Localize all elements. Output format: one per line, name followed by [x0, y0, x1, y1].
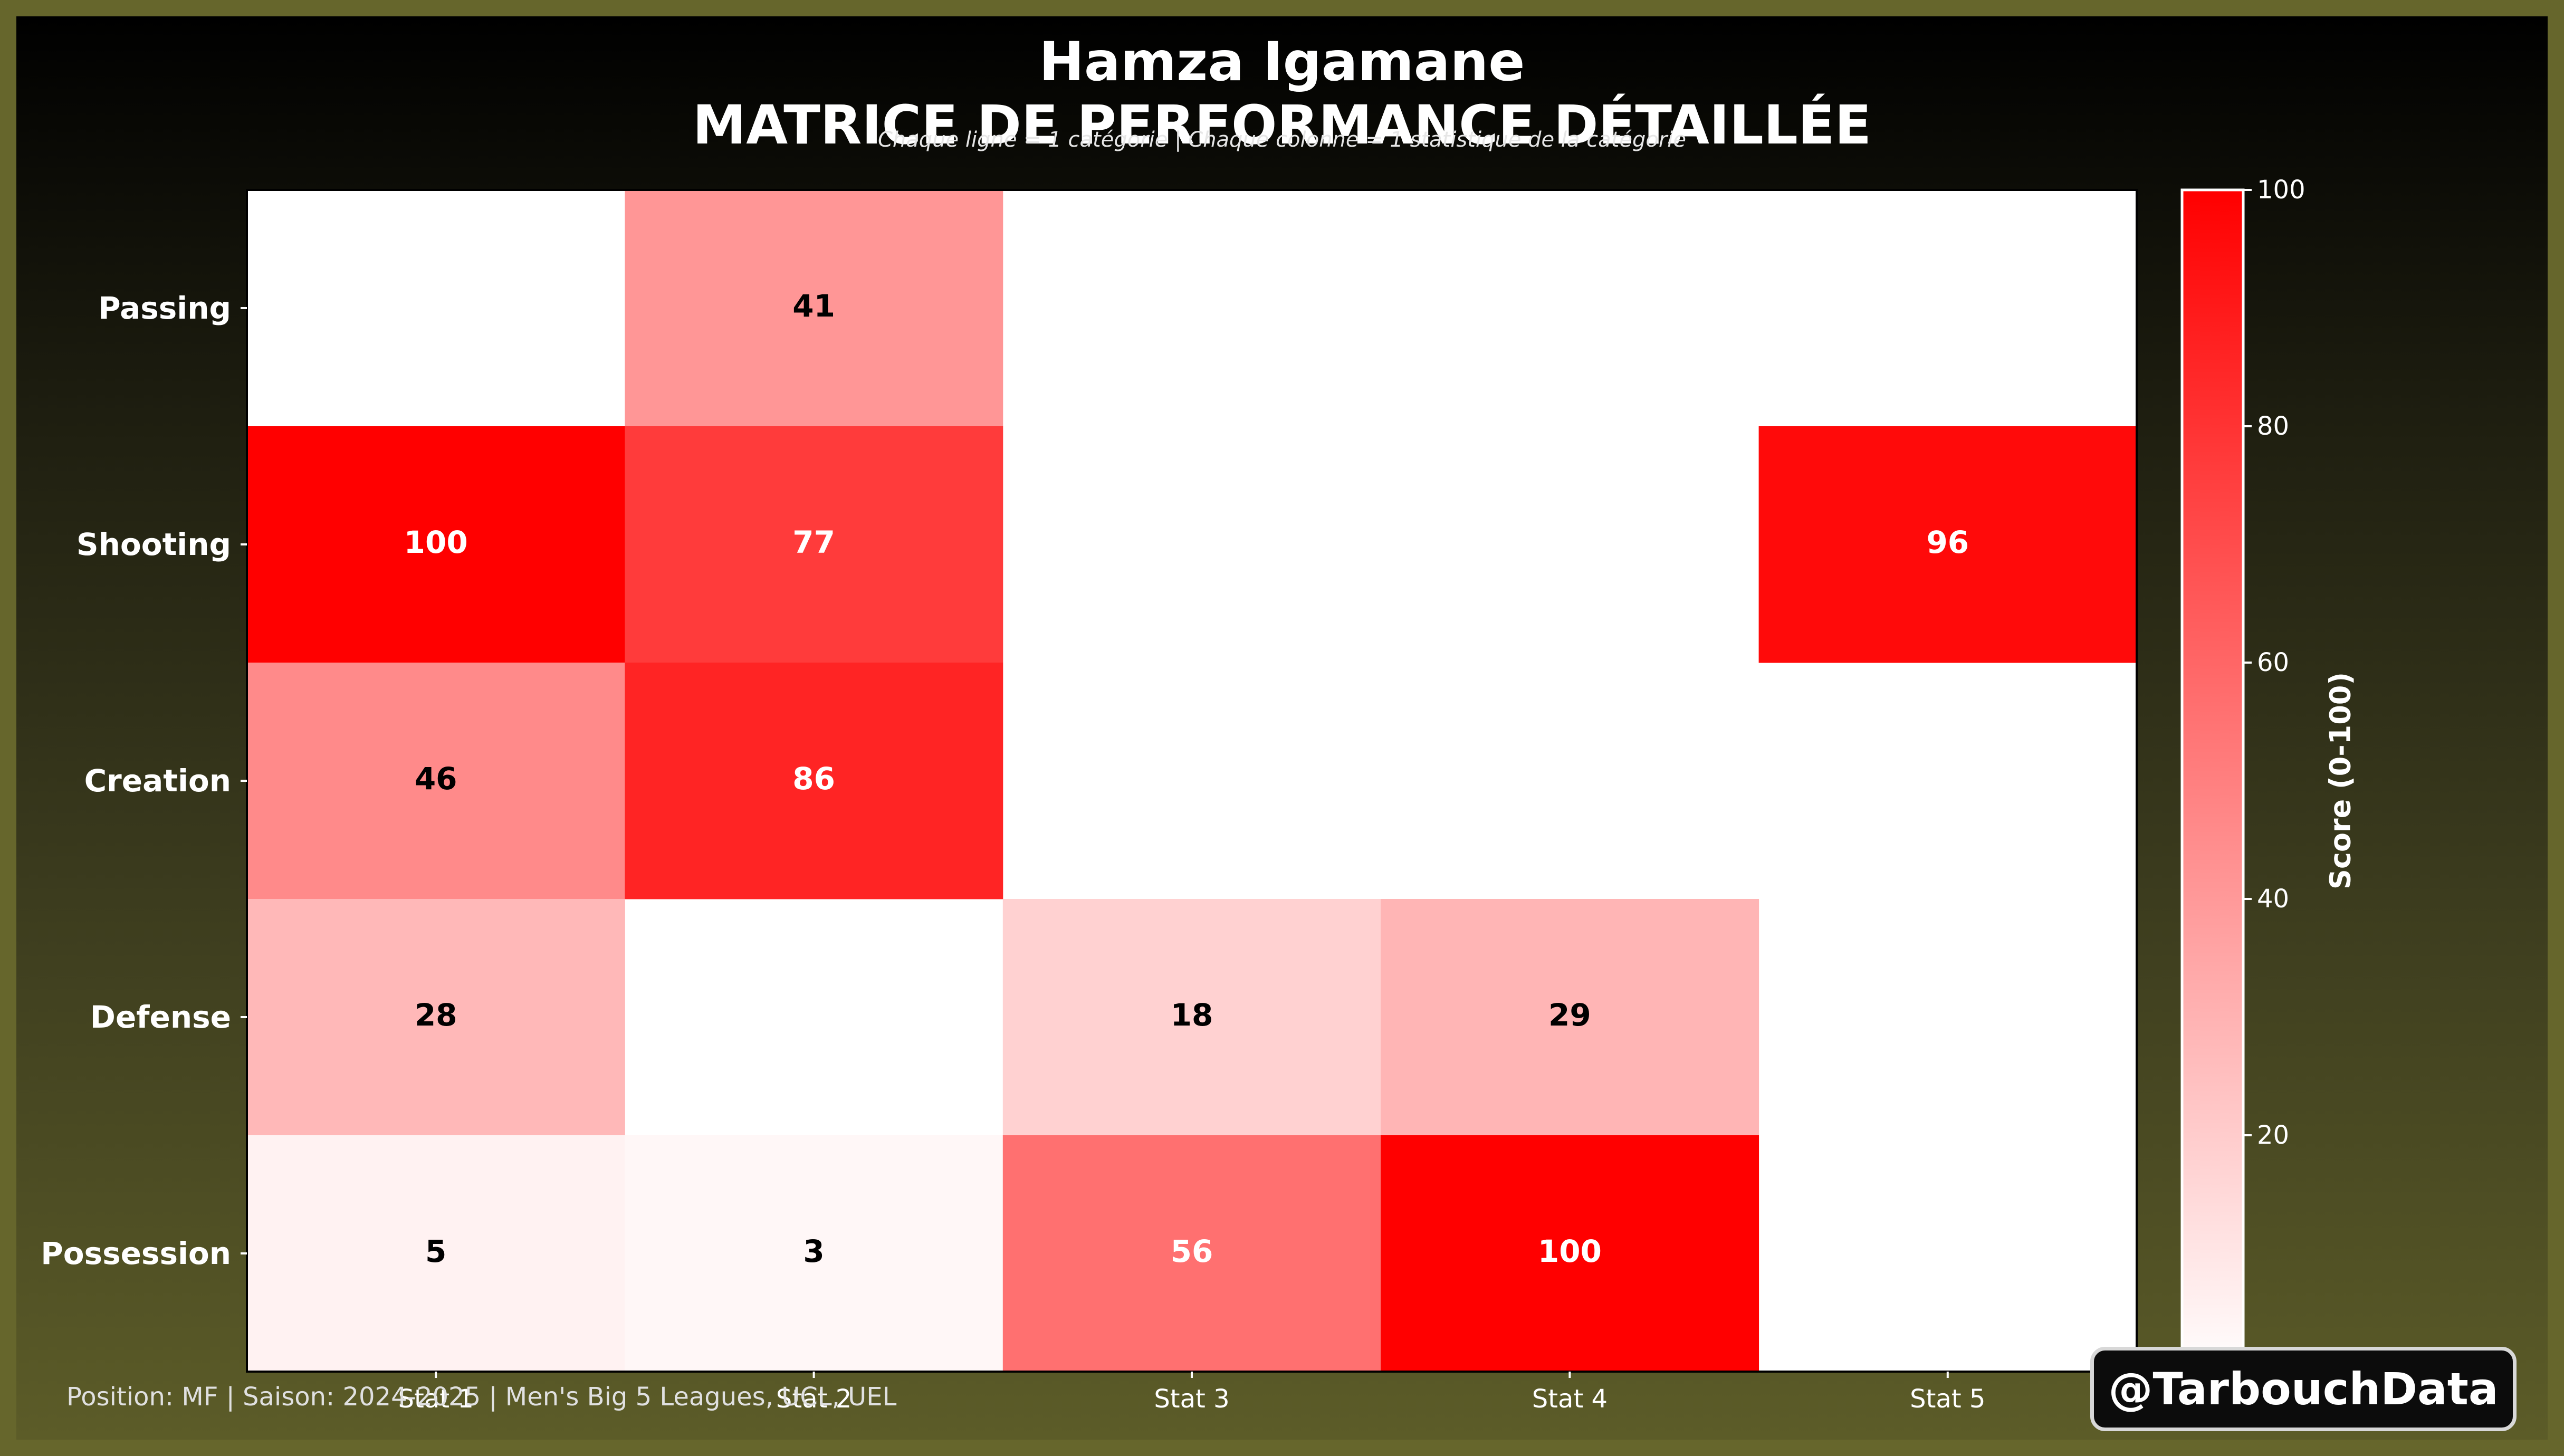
- row-label: Defense: [90, 999, 231, 1035]
- cell-value-label: 96: [1926, 524, 1969, 560]
- colorbar-tick-label: 20: [2257, 1120, 2289, 1150]
- chart-title-main: MATRICE DE PERFORMANCE DÉTAILLÉE: [692, 94, 1872, 157]
- heatmap-cell: [1381, 899, 1759, 1136]
- column-label: Stat 5: [1910, 1384, 1985, 1414]
- heatmap-cell: [247, 899, 625, 1136]
- cell-value-label: 5: [425, 1233, 446, 1269]
- cell-value-label: 46: [415, 761, 457, 797]
- row-label: Shooting: [76, 526, 231, 562]
- colorbar-tick-label: 60: [2257, 648, 2289, 677]
- heatmap-cell: [247, 426, 625, 663]
- row-label: Passing: [98, 290, 231, 326]
- cell-value-label: 100: [1538, 1233, 1602, 1269]
- heatmap-cell: [625, 1135, 1003, 1372]
- cell-value-label: 100: [404, 524, 468, 560]
- cell-value-label: 56: [1171, 1233, 1213, 1269]
- column-label: Stat 3: [1154, 1384, 1229, 1414]
- heatmap-cell: [1002, 899, 1381, 1136]
- row-label: Creation: [84, 763, 231, 799]
- row-label: Possession: [41, 1235, 231, 1271]
- footer-info: Position: MF | Saison: 2024-2025 | Men's…: [66, 1382, 897, 1412]
- column-labels: Stat 1 Stat 2 Stat 3 Stat 4 Stat 5: [398, 1372, 1985, 1414]
- heatmap-cell: [625, 190, 1003, 427]
- heatmap-cell: [625, 663, 1003, 899]
- heatmap-cell: [247, 1135, 625, 1372]
- colorbar: 020406080100 Score (0-100): [2180, 175, 2357, 1386]
- colorbar-ticks: 020406080100: [2243, 175, 2305, 1386]
- cell-value-label: 18: [1171, 997, 1213, 1033]
- colorbar-gradient: [2180, 188, 2245, 1373]
- colorbar-tick-label: 100: [2257, 175, 2305, 205]
- heatmap-cell: [1002, 1135, 1381, 1372]
- column-label: Stat 4: [1532, 1384, 1608, 1414]
- column-label: Stat 1: [398, 1384, 474, 1414]
- cell-value-label: 77: [792, 524, 835, 560]
- cell-value-label: 86: [792, 761, 835, 797]
- heatmap-cell: [625, 426, 1003, 663]
- heatmap-cell: [1381, 1135, 1759, 1372]
- column-label: Stat 2: [776, 1384, 852, 1414]
- cell-value-label: 29: [1548, 997, 1591, 1033]
- cell-value-label: 3: [803, 1233, 824, 1269]
- colorbar-tick-label: 40: [2257, 884, 2289, 914]
- heatmap-cell: [1758, 426, 2137, 663]
- chart-title-player: Hamza Igamane: [1039, 31, 1525, 93]
- watermark-badge: @TarbouchData: [2090, 1347, 2517, 1431]
- row-labels: Passing Shooting Creation Defense Possession: [41, 290, 247, 1271]
- heatmap-cells: 41 100 77 96 46 86 28 18 29 5 3 56 100: [247, 190, 2137, 1372]
- chart-subtitle: Chaque ligne = 1 catégorie | Chaque colo…: [877, 128, 1687, 152]
- heatmap-cell: [247, 663, 625, 899]
- cell-value-label: 41: [792, 288, 835, 324]
- colorbar-tick-label: 80: [2257, 411, 2289, 441]
- cell-value-label: 28: [415, 997, 457, 1033]
- colorbar-label: Score (0-100): [2324, 672, 2357, 889]
